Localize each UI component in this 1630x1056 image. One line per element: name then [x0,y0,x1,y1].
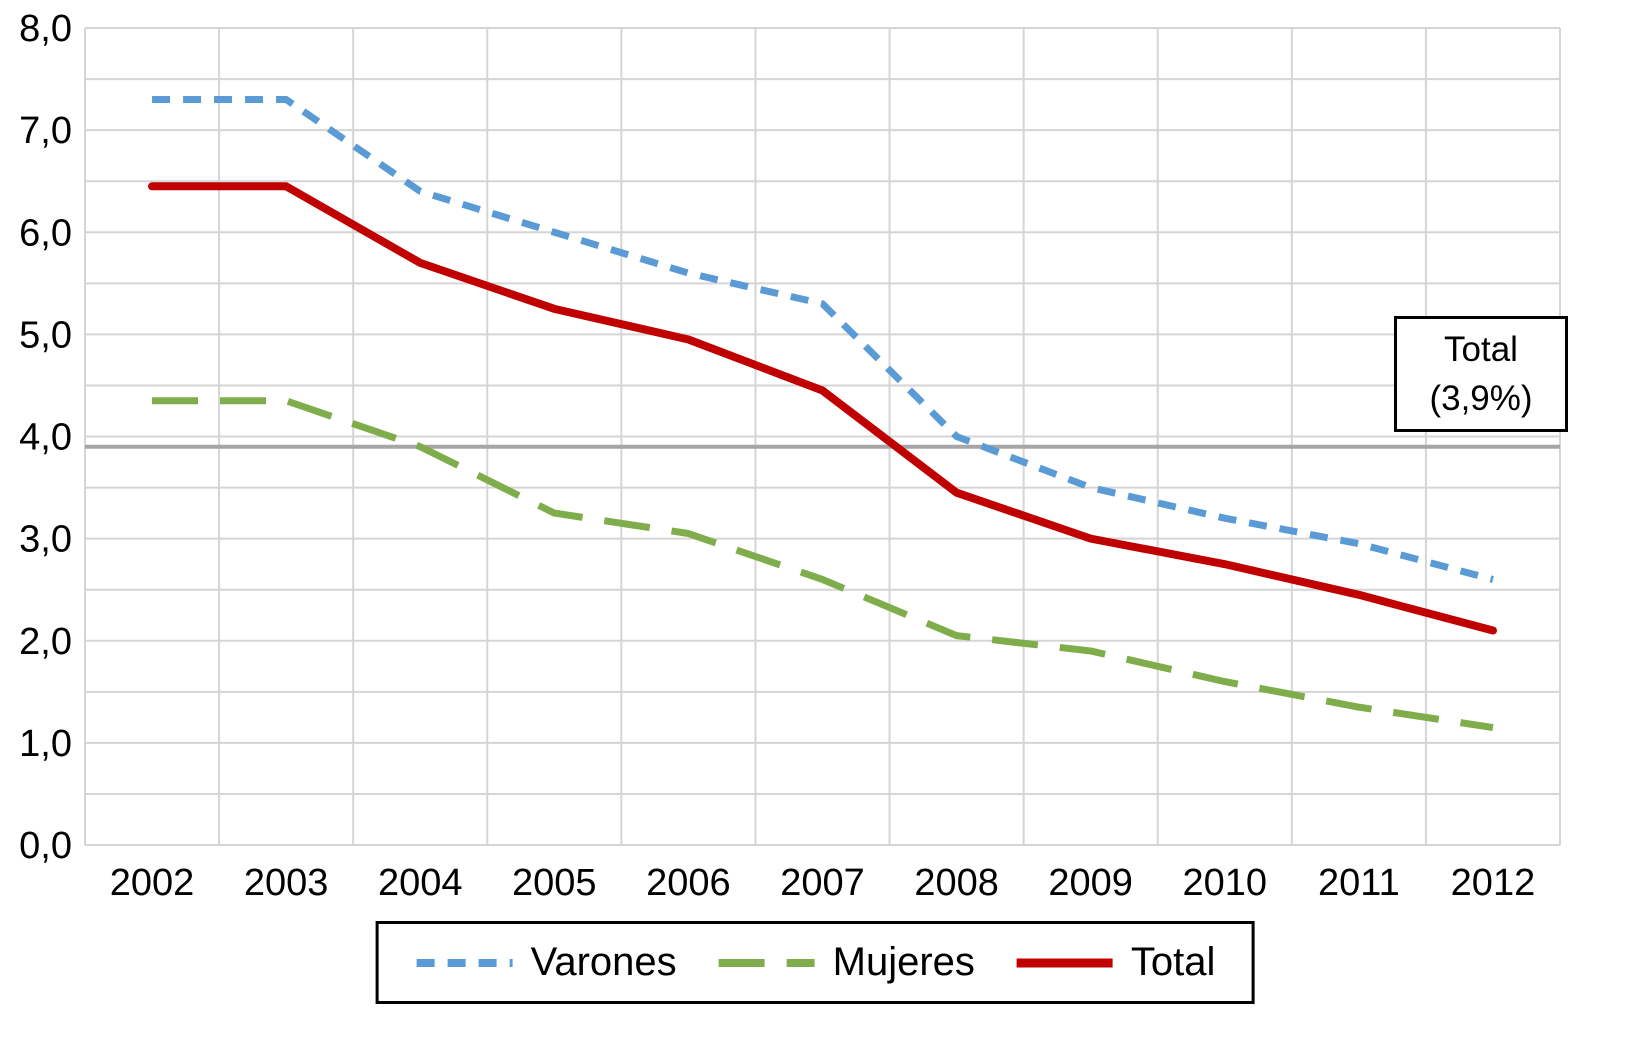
x-tick-label: 2009 [1048,862,1133,904]
y-tick-label: 4,0 [19,417,72,459]
x-tick-label: 2006 [646,862,731,904]
x-tick-label: 2010 [1182,862,1267,904]
y-tick-label: 0,0 [19,825,72,867]
x-tick-label: 2008 [914,862,999,904]
x-tick-label: 2005 [512,862,597,904]
legend-label-total: Total [1130,940,1216,984]
y-tick-label: 8,0 [19,8,72,50]
x-tick-label: 2003 [244,862,329,904]
x-tick-label: 2011 [1318,862,1400,904]
reference-annotation-line1: Total [1444,330,1518,369]
reference-annotation: Total (3,9%) [1394,316,1568,432]
x-tick-label: 2007 [780,862,865,904]
varones-line-sample-icon [416,958,513,967]
x-tick-label: 2004 [378,862,463,904]
legend-item-total: Total [1015,940,1216,985]
legend-label-mujeres: Mujeres [832,940,975,984]
total-line-sample-icon [1016,958,1113,967]
y-tick-label: 3,0 [19,519,72,561]
y-tick-label: 1,0 [19,723,72,765]
legend-item-mujeres: Mujeres [717,940,975,985]
y-tick-label: 7,0 [19,110,72,152]
y-tick-label: 5,0 [19,314,72,356]
y-tick-label: 2,0 [19,621,72,663]
reference-annotation-line2: (3,9%) [1429,379,1533,418]
series-varones [152,95,1494,583]
legend-item-varones: Varones [415,940,677,985]
x-tick-label: 2002 [110,862,195,904]
x-tick-label: 2012 [1451,862,1536,904]
legend: Varones Mujeres Total [375,921,1255,1004]
mujeres-line-sample-icon [718,958,815,967]
series-total [148,182,1497,635]
legend-label-varones: Varones [530,940,677,984]
series-mujeres [152,397,1494,732]
y-tick-label: 6,0 [19,212,72,254]
